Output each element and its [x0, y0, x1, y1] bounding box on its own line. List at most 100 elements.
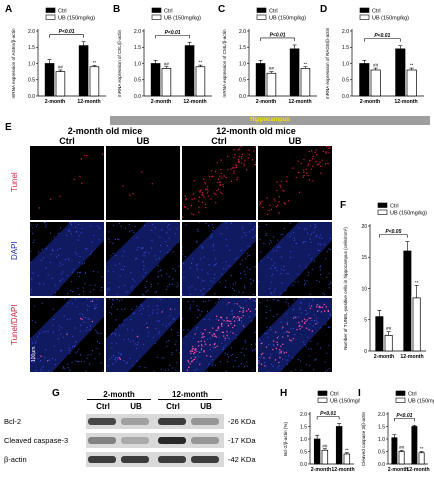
nucleus-dot: [112, 300, 114, 302]
nucleus-dot: [197, 277, 200, 279]
wb-band: [191, 418, 219, 425]
tunel-dot: [201, 193, 203, 196]
nucleus-dot: [97, 271, 99, 273]
tunel-dot: [221, 331, 224, 333]
legend-label: Ctrl: [164, 8, 173, 14]
tunel-dot: [262, 352, 264, 355]
tunel-dot: [233, 320, 236, 322]
tunel-dot: [233, 156, 235, 159]
tunel-dot: [244, 160, 246, 162]
nucleus-dot: [176, 286, 178, 288]
nucleus-dot: [315, 236, 317, 238]
nucleus-dot: [131, 308, 133, 311]
nucleus-dot: [225, 370, 228, 372]
tunel-dot: [202, 332, 204, 335]
tunel-dot: [205, 188, 207, 191]
y-tick-label: 0.0: [342, 94, 349, 100]
nucleus-dot: [246, 365, 248, 367]
nucleus-dot: [273, 291, 275, 293]
nucleus-dot: [86, 298, 88, 300]
nucleus-dot: [125, 318, 127, 320]
nucleus-dot: [47, 298, 49, 299]
nucleus-dot: [208, 299, 210, 302]
nucleus-dot: [143, 252, 145, 254]
nucleus-dot: [96, 347, 98, 349]
nucleus-dot: [118, 263, 121, 265]
nucleus-dot: [272, 315, 275, 317]
nucleus-dot: [260, 251, 262, 253]
nucleus-dot: [235, 334, 237, 336]
tunel-dot: [213, 192, 215, 195]
nucleus-dot: [291, 340, 293, 342]
nucleus-dot: [178, 352, 180, 354]
tunel-dot: [263, 357, 265, 359]
tunel-dot: [236, 303, 238, 305]
nucleus-dot: [152, 336, 154, 338]
nucleus-dot: [159, 222, 161, 223]
bar: [289, 48, 300, 97]
nucleus-dot: [234, 258, 236, 260]
wb-row-label: Bcl-2: [4, 417, 22, 426]
y-tick-label: 2.0: [300, 412, 307, 418]
y-tick-label: 0.0: [378, 462, 385, 468]
nucleus-dot: [308, 348, 310, 350]
tunel-dot: [315, 323, 317, 325]
bar: [195, 66, 206, 97]
nucleus-dot: [106, 292, 108, 294]
tunel-dot: [221, 192, 223, 195]
nucleus-dot: [271, 258, 273, 260]
nucleus-dot: [37, 336, 39, 338]
nucleus-dot: [100, 289, 102, 291]
tunel-dot: [266, 197, 268, 199]
bar: [321, 449, 329, 465]
tunel-dot: [316, 306, 318, 308]
tunel-dot: [227, 169, 229, 171]
tunel-dot: [329, 147, 331, 149]
nucleus-dot: [34, 305, 36, 307]
nucleus-dot: [241, 259, 243, 261]
nucleus-dot: [212, 358, 214, 361]
nucleus-dot: [286, 321, 288, 323]
tunel-dot: [235, 164, 238, 167]
nucleus-dot: [276, 246, 279, 249]
nucleus-dot: [309, 225, 312, 227]
nucleus-dot: [319, 269, 321, 271]
nucleus-dot: [85, 329, 87, 332]
nucleus-dot: [118, 334, 120, 336]
nucleus-dot: [228, 338, 230, 340]
bar: [150, 63, 161, 97]
nucleus-dot: [311, 258, 313, 260]
nucleus-dot: [79, 255, 81, 258]
nucleus-dot: [54, 295, 56, 296]
nucleus-dot: [277, 335, 280, 338]
nucleus-dot: [284, 331, 286, 334]
tunel-dot: [206, 192, 209, 194]
nucleus-dot: [157, 265, 159, 267]
nucleus-dot: [141, 247, 144, 249]
tunel-dot: [272, 348, 274, 351]
tunel-dot: [222, 185, 225, 188]
nucleus-dot: [273, 298, 275, 300]
nucleus-dot: [232, 318, 234, 320]
nucleus-dot: [201, 245, 203, 247]
nucleus-dot: [231, 313, 233, 315]
bar: [300, 68, 311, 97]
nucleus-dot: [203, 288, 205, 290]
nucleus-dot: [83, 262, 86, 264]
nucleus-dot: [219, 361, 222, 363]
nucleus-dot: [213, 249, 215, 251]
nucleus-dot: [79, 324, 82, 326]
nucleus-dot: [132, 313, 135, 315]
nucleus-dot: [54, 364, 56, 366]
tunel-dot: [279, 186, 282, 188]
tunel-dot: [227, 324, 230, 327]
nucleus-dot: [182, 262, 184, 264]
nucleus-dot: [80, 360, 83, 362]
row-label-tunel: Tunel: [10, 172, 19, 192]
tunel-dot: [122, 185, 124, 187]
wb-kda-label: -17 KDa: [228, 436, 256, 445]
nucleus-dot: [84, 283, 86, 285]
nucleus-dot: [309, 323, 311, 325]
tunel-dot: [194, 349, 196, 352]
